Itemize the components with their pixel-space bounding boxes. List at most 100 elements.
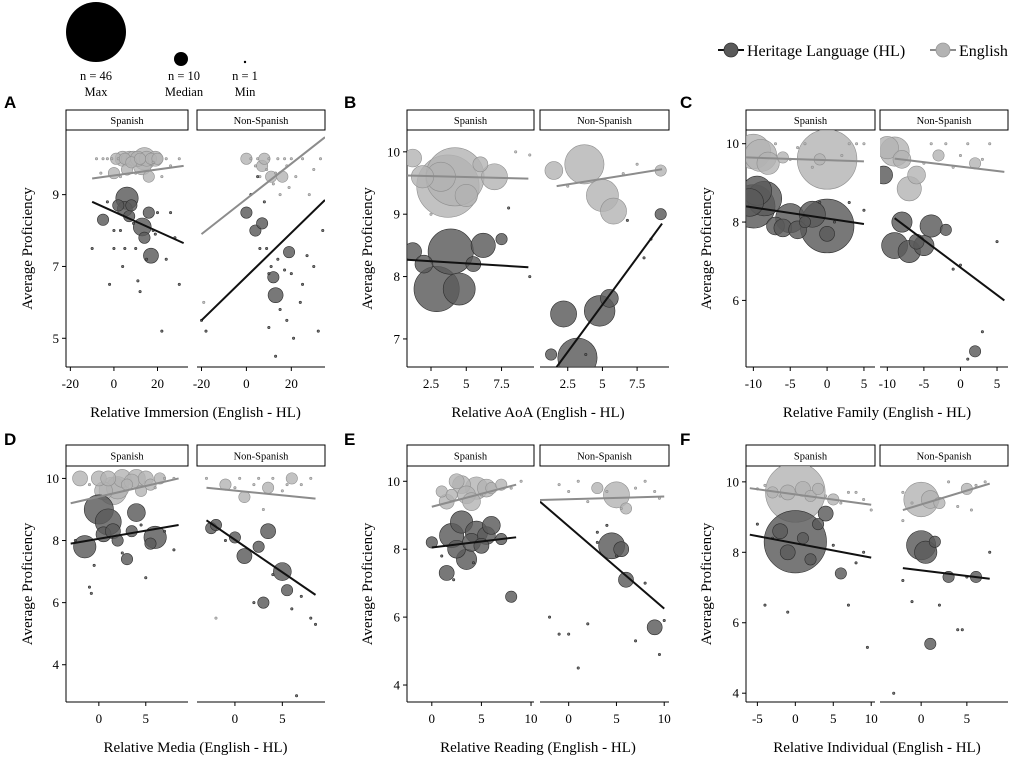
hl-point — [314, 622, 318, 626]
hl-point — [846, 603, 850, 607]
hl-point — [267, 287, 284, 304]
hl-fit-line — [70, 524, 179, 545]
hl-point — [97, 213, 110, 226]
plot-area — [544, 144, 667, 367]
english-point — [134, 152, 147, 165]
facet-strip-label: Non-Spanish — [917, 452, 973, 463]
english-point — [435, 485, 448, 498]
y-tick-label: 7 — [394, 331, 401, 346]
hl-point — [937, 603, 941, 607]
y-axis-title: Average Proficiency — [699, 522, 715, 645]
hl-point — [755, 522, 759, 526]
hl-point — [305, 254, 309, 258]
hl-point — [256, 175, 260, 179]
y-tick-label: 4 — [394, 678, 401, 693]
english-point — [988, 142, 992, 146]
x-tick-label: 5 — [830, 711, 837, 726]
english-point — [929, 142, 933, 146]
hl-point — [92, 563, 96, 567]
hl-point — [256, 217, 269, 230]
english-point — [276, 157, 280, 161]
size-legend-median-label: Median — [165, 85, 204, 99]
english-fit-line — [902, 482, 991, 511]
facet-strip-label: Spanish — [110, 116, 144, 127]
english-point — [204, 476, 208, 480]
english-point — [869, 508, 873, 512]
plot-area — [892, 480, 992, 695]
facet-strip — [65, 444, 189, 467]
english-point — [301, 157, 305, 161]
x-tick-label: 0 — [243, 376, 250, 391]
english-point — [591, 482, 604, 495]
facet-strip-label: Spanish — [794, 116, 828, 127]
hl-point — [204, 329, 208, 333]
english-point — [454, 183, 478, 207]
x-tick-label: 0 — [96, 711, 103, 726]
hl-point — [267, 325, 271, 329]
hl-point — [471, 561, 475, 565]
english-point — [151, 152, 164, 165]
english-point — [854, 490, 858, 494]
x-tick-label: 7.5 — [493, 376, 509, 391]
hl-point — [642, 256, 646, 260]
hl-fit-line — [540, 500, 665, 610]
hl-point — [289, 272, 293, 276]
x-tick-label: 5 — [994, 376, 1001, 391]
hl-point — [134, 247, 138, 251]
english-point — [99, 171, 103, 175]
y-tick-label: 6 — [53, 595, 60, 610]
english-point — [407, 148, 422, 168]
english-point — [285, 472, 298, 485]
hl-point — [112, 247, 116, 251]
facet-strip — [196, 444, 326, 467]
hl-point — [595, 540, 599, 544]
x-tick-label: -10 — [745, 376, 762, 391]
english-point — [151, 160, 155, 164]
hl-point — [138, 231, 151, 244]
hl-point — [143, 247, 159, 264]
color-legend: Heritage Language (HL) English — [718, 42, 1008, 60]
panel-letter: B — [344, 93, 356, 112]
hl-point — [290, 607, 294, 611]
english-point — [202, 300, 206, 304]
y-axis-title: Average Proficiency — [20, 187, 36, 310]
hl-point — [618, 571, 634, 588]
facet-strip — [196, 109, 326, 131]
hl-point — [654, 208, 667, 221]
hl-point — [779, 544, 796, 561]
english-point — [72, 470, 88, 487]
english-point — [932, 149, 945, 162]
hl-point — [139, 523, 143, 527]
hl-point — [910, 600, 914, 604]
x-tick-label: 5 — [964, 711, 971, 726]
hl-point — [121, 553, 133, 566]
english-point — [312, 168, 316, 172]
english-point — [214, 616, 218, 620]
hl-point — [528, 275, 532, 279]
english-point — [105, 157, 109, 161]
facet-strip-label: Non-Spanish — [577, 116, 633, 127]
hl-point — [257, 596, 270, 609]
y-tick-label: 8 — [394, 269, 401, 284]
y-tick-label: 8 — [394, 542, 401, 557]
hl-point — [634, 639, 638, 643]
english-point — [253, 164, 257, 168]
hl-point — [548, 615, 552, 619]
size-legend: n = 46 Max n = 10 Median n = 1 Min — [66, 2, 258, 99]
size-legend-median-dot — [174, 52, 188, 66]
hl-point — [507, 206, 511, 210]
hl-point — [919, 214, 943, 238]
y-axis-title: Average Proficiency — [20, 522, 36, 645]
facet-spanish: Spanish -5 0 5 10 — [745, 444, 878, 726]
plot-area — [749, 466, 873, 649]
facet-strip-label: Spanish — [454, 116, 488, 127]
hl-point — [120, 551, 124, 555]
hl-point — [796, 532, 809, 545]
x-tick-label: -20 — [62, 376, 79, 391]
hl-point — [73, 539, 77, 543]
english-point — [653, 489, 657, 493]
hl-point — [847, 200, 851, 204]
hl-point — [252, 540, 265, 553]
hl-point — [819, 225, 835, 242]
hl-point — [550, 300, 577, 328]
